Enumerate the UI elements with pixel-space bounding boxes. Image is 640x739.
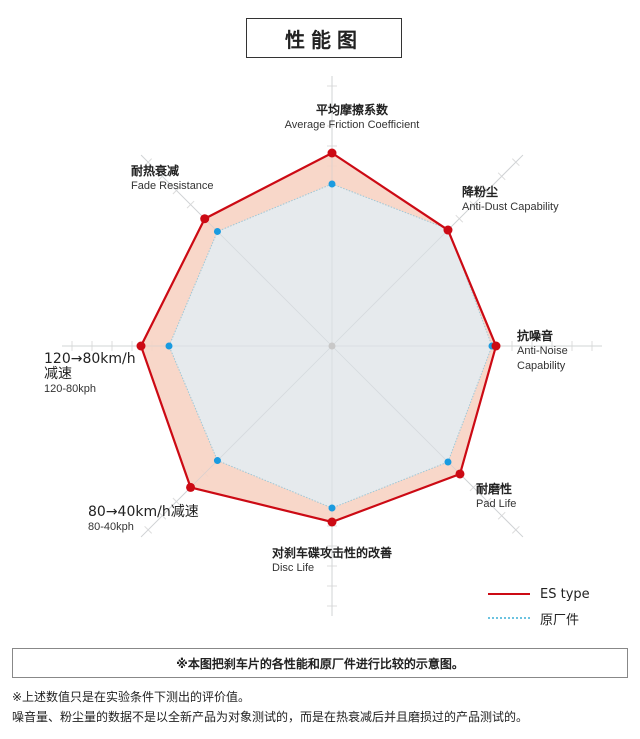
legend: ES type 原厂件 xyxy=(488,582,590,630)
axis-label-noise: 抗噪音 Anti-Noise Capability xyxy=(517,329,568,372)
axis-label-disc-life: 对刹车碟攻击性的改善 Disc Life xyxy=(272,546,393,574)
radar-chart xyxy=(62,76,602,616)
center-point xyxy=(328,342,336,350)
axis-line-overlay xyxy=(331,345,524,538)
axis-label-fade: 耐热衰减 Fade Resistance xyxy=(131,164,214,192)
axis-label-friction: 平均摩擦系数 Average Friction Coefficient xyxy=(284,103,420,131)
es-point xyxy=(186,482,196,492)
es-point xyxy=(327,517,337,527)
note-line-2: 噪音量、粉尘量的数据不是以全新产品为对象测试的，而是在热衰减后并且磨损过的产品测… xyxy=(12,710,529,724)
axis-label-dust: 降粉尘 Anti-Dust Capability xyxy=(462,185,559,213)
axis-line-overlay xyxy=(140,345,333,538)
oem-point xyxy=(444,458,452,466)
es-point xyxy=(200,214,210,224)
axis-label-pad-life: 耐磨性 Pad Life xyxy=(476,482,517,510)
axis-label-120-80: 120→80km/h 减速 120-80kph xyxy=(44,351,136,396)
oem-point xyxy=(328,180,336,188)
axis-label-80-40: 80→40km/h减速 80-40kph xyxy=(88,504,199,534)
axis-line-overlay xyxy=(140,154,333,347)
chart-title: 性能图 xyxy=(246,18,402,58)
oem-point xyxy=(328,504,336,512)
es-point xyxy=(443,225,453,235)
es-point xyxy=(327,148,337,158)
oem-point xyxy=(213,457,221,465)
note-box: ※本图把刹车片的各性能和原厂件进行比较的示意图。 xyxy=(12,648,628,678)
es-point xyxy=(136,341,146,351)
es-point xyxy=(491,341,501,351)
note-line-1: ※上述数值只是在实验条件下测出的评价值。 xyxy=(12,690,251,704)
legend-item-es: ES type xyxy=(488,582,590,606)
axis-line-overlay xyxy=(331,154,524,347)
es-point xyxy=(455,469,465,479)
legend-swatch xyxy=(488,593,530,595)
legend-swatch xyxy=(488,617,530,619)
oem-point xyxy=(165,342,173,350)
oem-point xyxy=(213,227,221,235)
legend-item-oem: 原厂件 xyxy=(488,606,590,630)
